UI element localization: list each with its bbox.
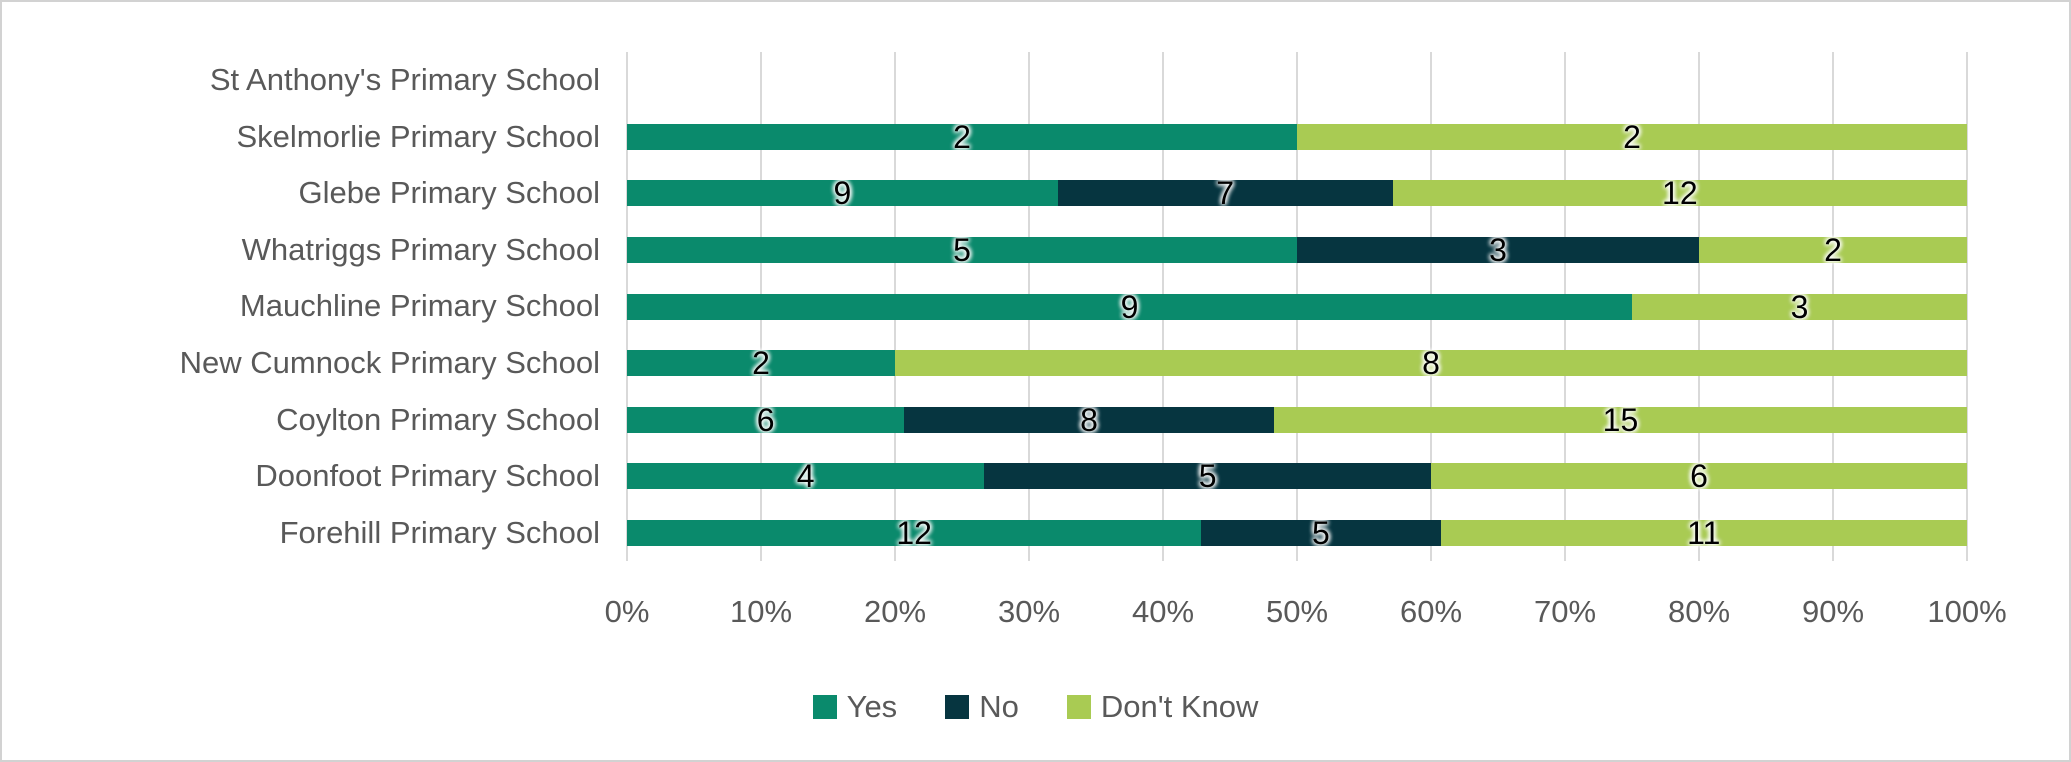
bar-segment-don-t-know (1273, 406, 1967, 433)
category-label: Glebe Primary School (298, 175, 600, 211)
legend-label: No (979, 689, 1019, 724)
bar-segment-yes (627, 463, 985, 490)
bar-segment-no (984, 463, 1431, 490)
bar-segment-yes (627, 236, 1297, 263)
bar-segment-don-t-know (1440, 519, 1967, 546)
legend-item-no: No (945, 689, 1019, 725)
x-tick-label: 20% (863, 594, 927, 629)
legend-swatch-icon (1066, 695, 1091, 719)
category-label: Doonfoot Primary School (255, 458, 600, 494)
bar-segment-don-t-know (1632, 293, 1967, 320)
bar-segment-no (904, 406, 1274, 433)
bar-segment-yes (627, 123, 1297, 150)
bar-segment-yes (627, 293, 1632, 320)
gridline (1966, 52, 1968, 561)
bar-segment-don-t-know (1699, 236, 1967, 263)
category-label: St Anthony's Primary School (209, 62, 600, 98)
bar-segment-don-t-know (895, 350, 1967, 377)
category-label: Mauchline Primary School (239, 288, 600, 324)
bar-segment-don-t-know (1297, 123, 1967, 150)
legend-label: Yes (846, 689, 898, 724)
x-tick-label: 100% (1927, 594, 2007, 629)
x-tick-label: 80% (1667, 594, 1731, 629)
bar-segment-no (1201, 519, 1441, 546)
x-tick-label: 60% (1399, 594, 1463, 629)
bar-segment-yes (627, 406, 905, 433)
bar-segment-don-t-know (1431, 463, 1967, 490)
bar-segment-yes (627, 350, 895, 377)
legend-swatch-icon (945, 695, 970, 719)
category-label: Skelmorlie Primary School (236, 118, 601, 154)
legend-item-yes: Yes (812, 689, 898, 725)
legend: Yes No Don't Know (2, 685, 2069, 729)
category-label: Coylton Primary School (276, 401, 600, 437)
bar-segment-no (1057, 180, 1393, 207)
x-tick-label: 0% (604, 594, 650, 629)
x-tick-label: 30% (997, 594, 1061, 629)
x-tick-label: 70% (1533, 594, 1597, 629)
x-tick-label: 10% (729, 594, 793, 629)
legend-label: Don't Know (1100, 689, 1259, 724)
bar-segment-yes (627, 519, 1202, 546)
category-label: New Cumnock Primary School (179, 345, 600, 381)
bar-segment-no (1297, 236, 1699, 263)
x-tick-label: 90% (1801, 594, 1865, 629)
x-tick-label: 40% (1131, 594, 1195, 629)
legend-item-don-t-know: Don't Know (1066, 689, 1259, 725)
bar-segment-don-t-know (1392, 180, 1967, 207)
category-label: Forehill Primary School (279, 514, 600, 550)
bar-segment-yes (627, 180, 1058, 207)
legend-swatch-icon (812, 695, 837, 719)
category-label: Whatriggs Primary School (241, 231, 600, 267)
x-tick-label: 50% (1265, 594, 1329, 629)
